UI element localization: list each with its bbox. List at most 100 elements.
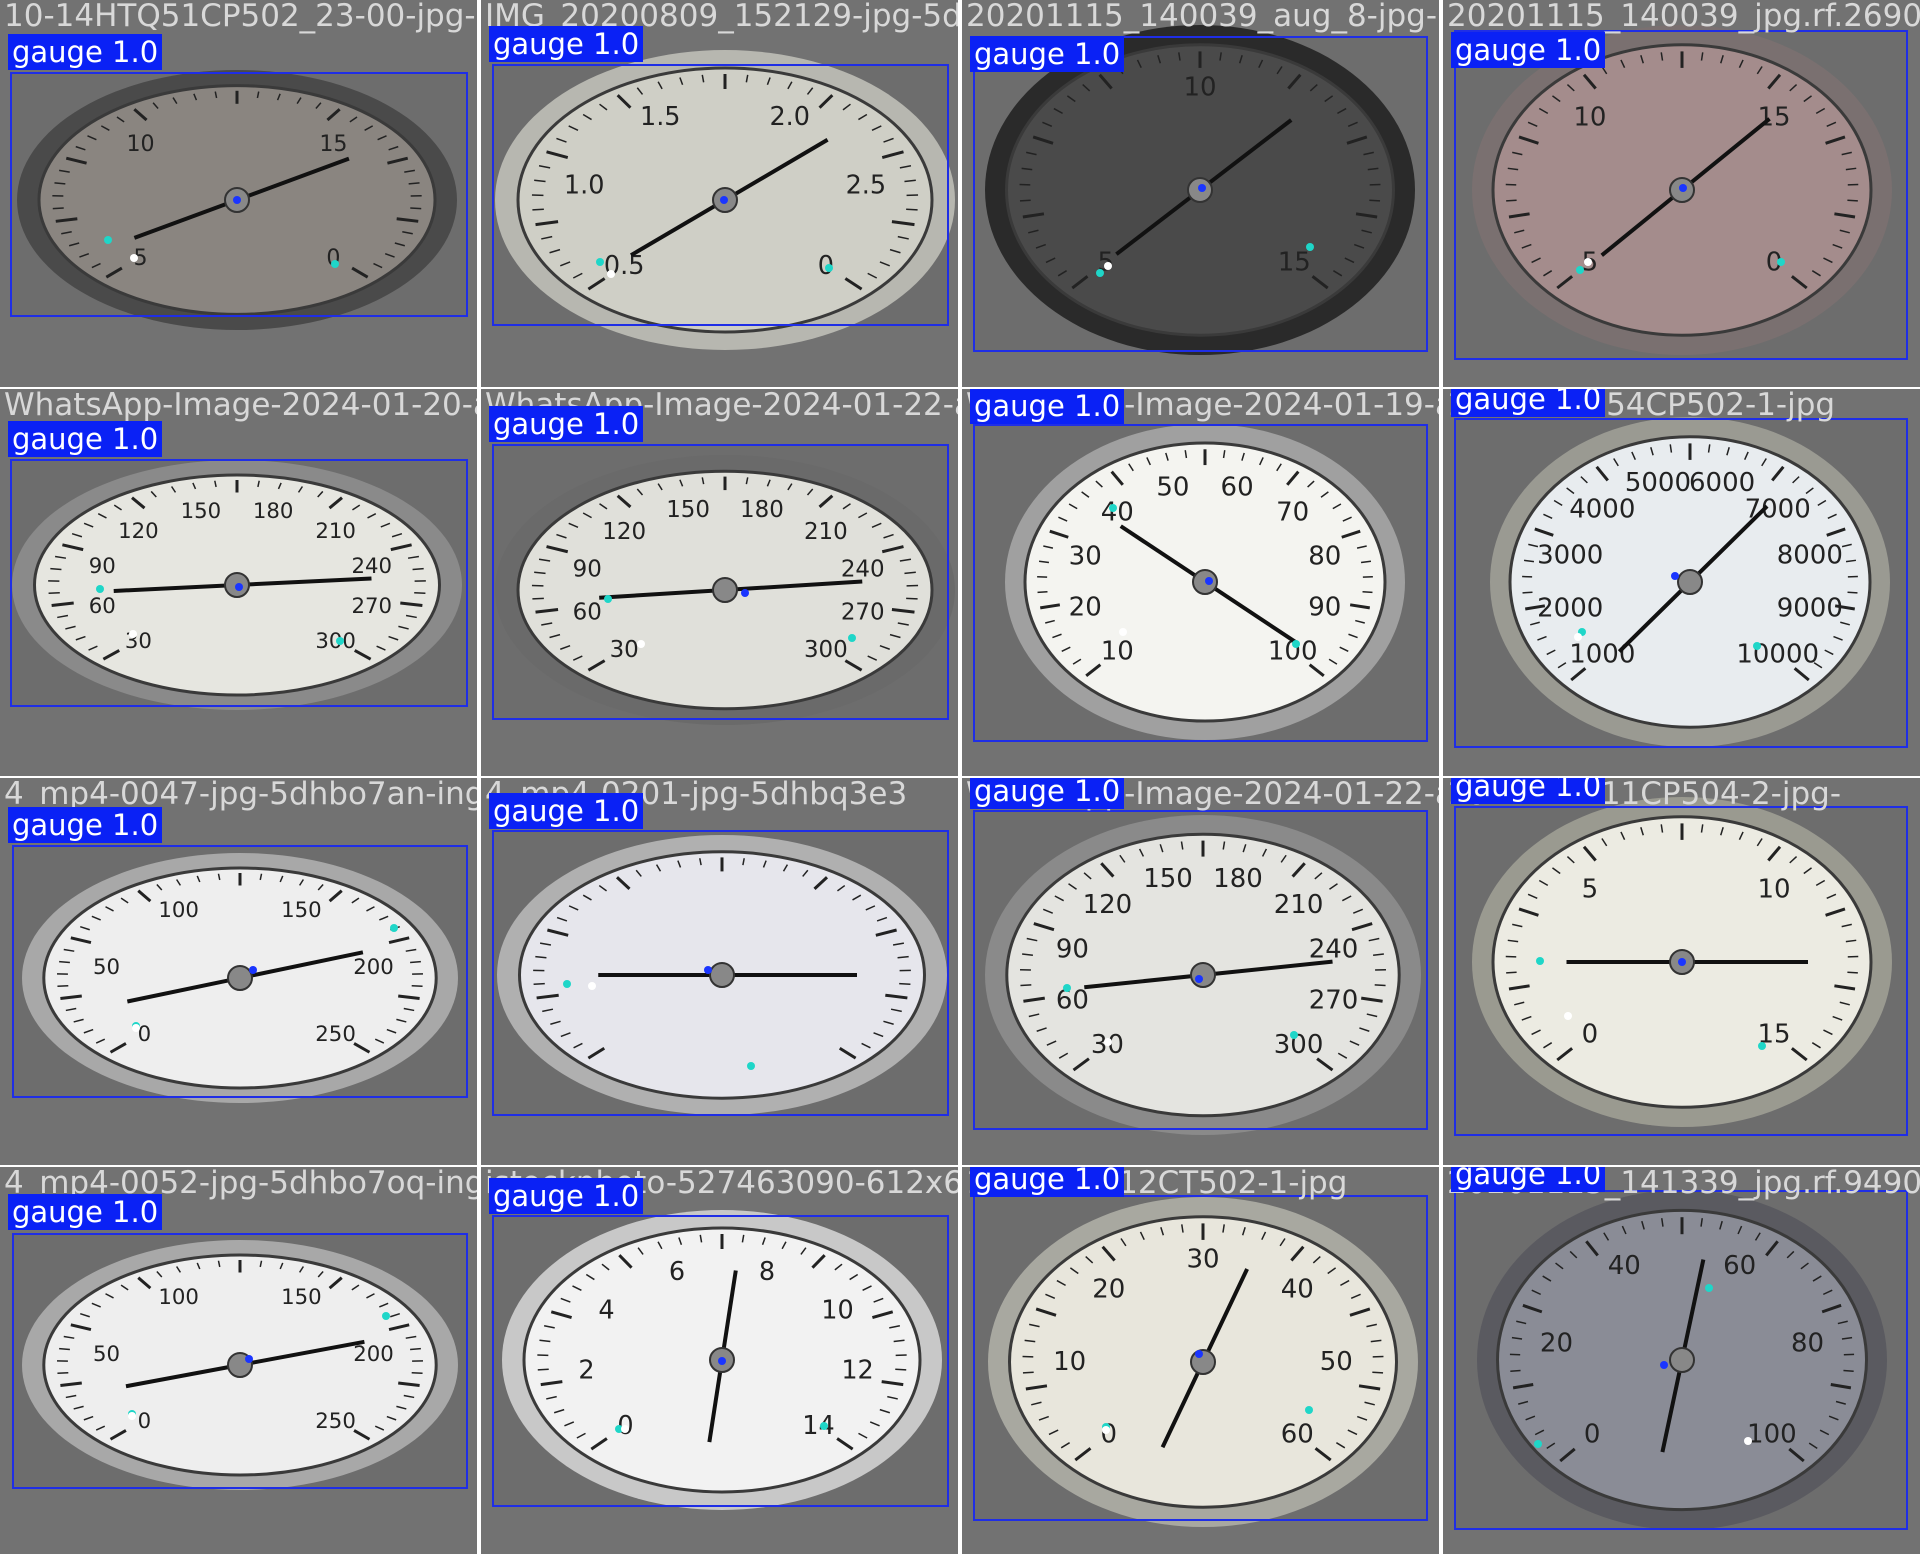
keypoint-tip <box>1102 1426 1110 1434</box>
gauge-tick <box>317 490 324 498</box>
gauge-tick <box>1552 867 1561 875</box>
gauge-tick <box>1506 971 1517 974</box>
gauge-tick <box>904 571 916 575</box>
keypoint-tip <box>128 1412 136 1420</box>
gauge-scale-number: 180 <box>740 497 784 523</box>
gauge-tick <box>1222 1224 1225 1233</box>
gauge-scale-number: 250 <box>315 1022 356 1047</box>
keypoint-min <box>1063 984 1071 992</box>
gauge-tick <box>1531 1029 1541 1036</box>
gauge-tick <box>1346 135 1368 145</box>
gauge-tick <box>1521 243 1532 249</box>
gauge-tick <box>1620 59 1626 69</box>
detection-label: gauge 1.0 <box>489 406 644 442</box>
gauge-tick <box>353 1429 371 1441</box>
gauge-tick <box>1366 1323 1377 1328</box>
gauge-tick <box>811 1254 826 1269</box>
gauge-tick <box>377 135 387 141</box>
gauge-tick <box>1366 1013 1378 1018</box>
gauge-tick <box>54 182 66 185</box>
gauge-tick <box>678 1237 683 1246</box>
gauge-tick <box>1085 1256 1094 1264</box>
keypoint-min <box>104 236 112 244</box>
keypoint-center <box>233 196 241 204</box>
gauge-scale-number: 300 <box>1274 1030 1324 1060</box>
gauge-hub <box>712 577 738 603</box>
gauge-tick <box>895 1368 907 1371</box>
gauge-tick <box>1538 879 1549 887</box>
gauge-tick <box>534 571 546 575</box>
gauge-tick <box>1566 487 1575 495</box>
gauge-tick <box>1738 59 1744 69</box>
gauge-tick <box>412 567 424 571</box>
gauge-tick <box>677 860 682 868</box>
gauge-tick <box>541 622 553 626</box>
keypoint-center <box>741 589 749 597</box>
gauge-tick <box>1020 984 1032 987</box>
gauge-tick <box>1508 984 1530 991</box>
gauge-tick <box>70 1323 92 1332</box>
tile-filename: 20201115_140039_aug_8-jpg-5dhbo <box>966 0 1439 34</box>
gauge-tick <box>1510 1369 1521 1372</box>
gauge-scale-number: 10 <box>1053 1347 1086 1377</box>
detection-box <box>1454 806 1908 1136</box>
mosaic-tile: 51015010-14HTQ51CP502_23-00-jpg-5dhbo7ga… <box>0 0 477 387</box>
gauge-tick <box>1556 275 1574 290</box>
gauge-tick <box>532 597 544 600</box>
gauge-tick <box>834 1263 843 1271</box>
gauge-tick <box>1507 167 1519 171</box>
gauge-tick <box>1800 1262 1809 1270</box>
gauge-scale-number: 40 <box>1281 1275 1314 1305</box>
gauge-tick <box>1556 1047 1574 1062</box>
gauge-scale-number: 10 <box>1101 636 1134 666</box>
gauge-tick <box>1765 1240 1779 1257</box>
gauge-tick <box>1744 451 1749 461</box>
gauge-tick <box>701 477 705 485</box>
gauge-tick <box>890 1008 902 1013</box>
gauge-tick <box>1165 452 1169 461</box>
gauge-tick <box>1542 1275 1552 1282</box>
gauge-tick <box>380 522 391 528</box>
gauge-tick <box>1832 243 1843 249</box>
gauge-tick <box>410 1347 421 1351</box>
gauge-tick <box>1081 491 1090 498</box>
gauge-tick <box>214 91 218 99</box>
gauge-tick <box>1543 513 1553 519</box>
gauge-tick <box>601 1263 610 1271</box>
keypoint-max <box>1306 243 1314 251</box>
gauge-tick <box>1085 663 1102 678</box>
gauge-tick <box>576 1432 586 1439</box>
detection-label: gauge 1.0 <box>8 807 163 843</box>
gauge-tick <box>175 1266 182 1273</box>
gauge-tick <box>196 1262 201 1270</box>
gauge-tick <box>400 601 423 607</box>
gauge-tick <box>1128 463 1134 472</box>
gauge-tick <box>787 483 793 491</box>
gauge-tick <box>556 916 568 922</box>
mosaic-tile: 0 50 100 150 200 250 4_mp4-0052-jpg-5dhbo7oq-i… <box>0 1167 477 1554</box>
gauge-tick <box>1053 107 1063 115</box>
gauge-tick <box>68 242 80 247</box>
gauge-tick <box>553 1408 565 1414</box>
gauge-tick <box>1832 1015 1843 1021</box>
gauge-tick <box>388 936 410 945</box>
gauge-tick <box>699 858 702 866</box>
gauge-tick <box>873 1297 884 1303</box>
gauge-tick <box>65 1007 77 1012</box>
gauge-tick <box>1026 937 1038 942</box>
gauge-tick <box>63 1335 75 1339</box>
gauge-tick <box>1324 95 1334 103</box>
gauge-tick <box>1815 107 1826 115</box>
gauge-tick <box>582 113 592 121</box>
keypoint-max <box>1290 1031 1298 1039</box>
gauge-scale-number: 210 <box>804 519 848 545</box>
gauge-tick <box>404 169 415 173</box>
gauge-tick <box>1316 1057 1334 1072</box>
gauge-tick <box>1032 135 1054 145</box>
gauge-tick <box>63 948 75 952</box>
gauge-tick <box>538 165 551 169</box>
keypoint-min <box>1534 1440 1542 1448</box>
